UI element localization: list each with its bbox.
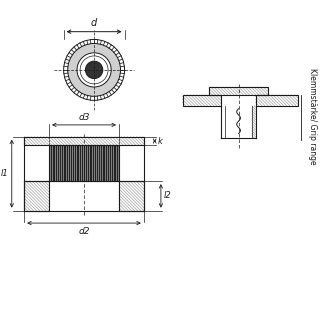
Bar xyxy=(24,137,144,145)
Text: d: d xyxy=(91,18,97,28)
Text: d3: d3 xyxy=(78,113,90,122)
Bar xyxy=(119,181,144,211)
Bar xyxy=(183,95,221,106)
Bar xyxy=(209,87,268,95)
Bar xyxy=(49,145,119,181)
Circle shape xyxy=(68,44,121,96)
Text: Klemmstärke/ Grip range: Klemmstärke/ Grip range xyxy=(308,68,317,165)
Text: d2: d2 xyxy=(78,227,90,236)
Bar xyxy=(256,95,298,106)
Text: k: k xyxy=(158,137,163,146)
Bar xyxy=(49,181,119,211)
Bar xyxy=(49,145,119,181)
Circle shape xyxy=(77,53,111,87)
Text: l2: l2 xyxy=(164,191,172,200)
Bar xyxy=(24,181,49,211)
Circle shape xyxy=(85,61,103,79)
Text: l1: l1 xyxy=(1,169,9,178)
